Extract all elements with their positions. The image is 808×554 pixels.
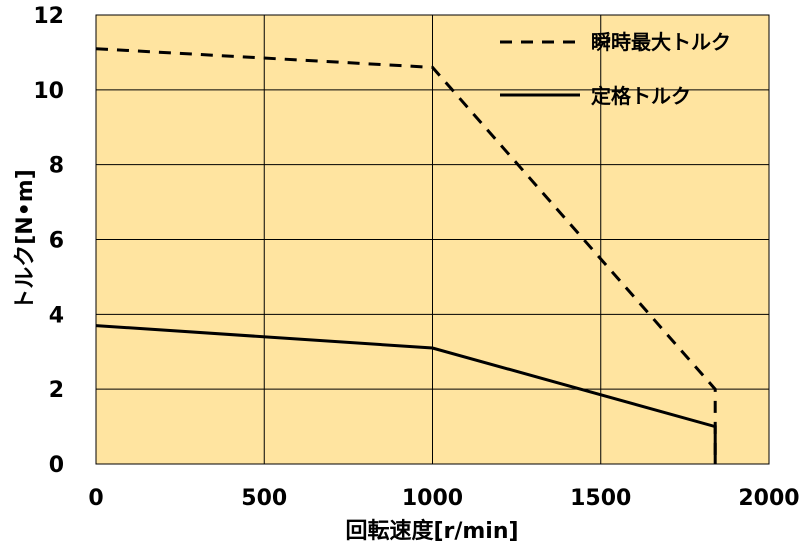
legend-label-rated-torque: 定格トルク (591, 84, 691, 108)
series-line-rated-torque (95, 324, 717, 464)
tick-labels: 0 500 1000 1500 2000 0 2 4 6 8 10 12 (33, 4, 799, 511)
y-tick-label: 12 (33, 4, 64, 29)
x-axis-title: 回転速度[r/min] (345, 518, 518, 544)
y-tick-label: 4 (49, 303, 64, 328)
series-lines (95, 47, 717, 464)
legend-label-max-torque: 瞬時最大トルク (591, 30, 731, 54)
y-tick-label: 8 (49, 154, 64, 179)
legend: 瞬時最大トルク 定格トルク (500, 30, 731, 108)
x-tick-label: 1000 (402, 486, 463, 511)
y-axis-title: トルク[N•m] (13, 169, 38, 311)
y-tick-label: 10 (33, 79, 64, 104)
x-tick-label: 0 (88, 486, 103, 511)
y-tick-label: 0 (49, 453, 64, 478)
x-tick-label: 500 (241, 486, 287, 511)
x-tick-label: 1500 (570, 486, 631, 511)
x-tick-label: 2000 (738, 486, 799, 511)
y-tick-label: 2 (49, 378, 64, 403)
y-tick-label: 6 (49, 229, 64, 254)
grid-lines (95, 14, 770, 465)
